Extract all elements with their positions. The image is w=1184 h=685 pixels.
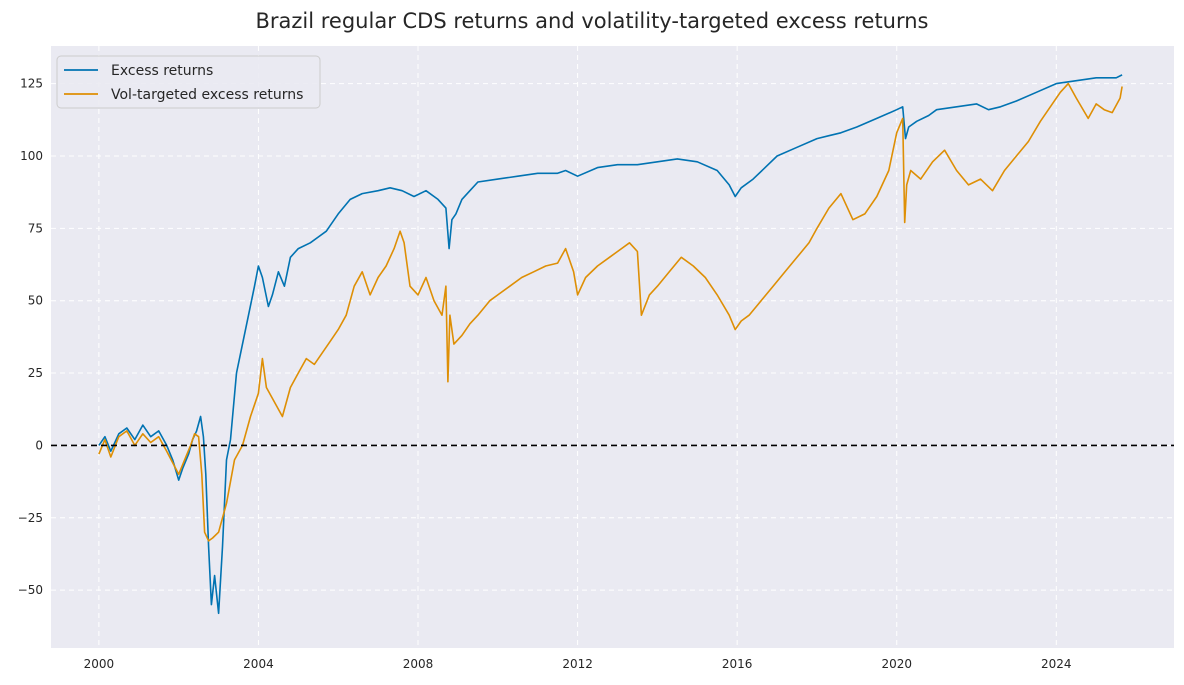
x-tick-label: 2000 (84, 657, 115, 671)
series-line-vol-targeted-excess-returns (98, 82, 1123, 542)
y-tick-label: 25 (28, 366, 43, 380)
y-tick-label: −50 (18, 583, 43, 597)
axis-layer: −50 −25 0 25 50 75 100 125 2000 2004 2008 2012 2016 2… (18, 77, 1072, 671)
x-tick-label: 2024 (1041, 657, 1072, 671)
y-tick-label: 50 (28, 294, 43, 308)
legend: Excess returns Vol-targeted excess return… (56, 55, 321, 109)
y-tick-label: −25 (18, 511, 43, 525)
x-tick-label: 2012 (562, 657, 593, 671)
chart-title: Brazil regular CDS returns and volatilit… (255, 9, 928, 33)
legend-label: Vol-targeted excess returns (111, 87, 303, 103)
x-tick-label: 2008 (403, 657, 434, 671)
series-layer (98, 74, 1123, 615)
y-tick-label: 125 (20, 77, 43, 91)
x-tick-label: 2004 (243, 657, 274, 671)
legend-label: Excess returns (111, 63, 213, 79)
y-tick-label: 100 (20, 149, 43, 163)
x-tick-label: 2020 (881, 657, 912, 671)
y-tick-label: 0 (35, 438, 43, 452)
plot-area (51, 46, 1174, 648)
legend-box (56, 55, 321, 109)
x-tick-label: 2016 (722, 657, 753, 671)
y-tick-label: 75 (28, 221, 43, 235)
series-line-excess-returns (98, 74, 1123, 615)
